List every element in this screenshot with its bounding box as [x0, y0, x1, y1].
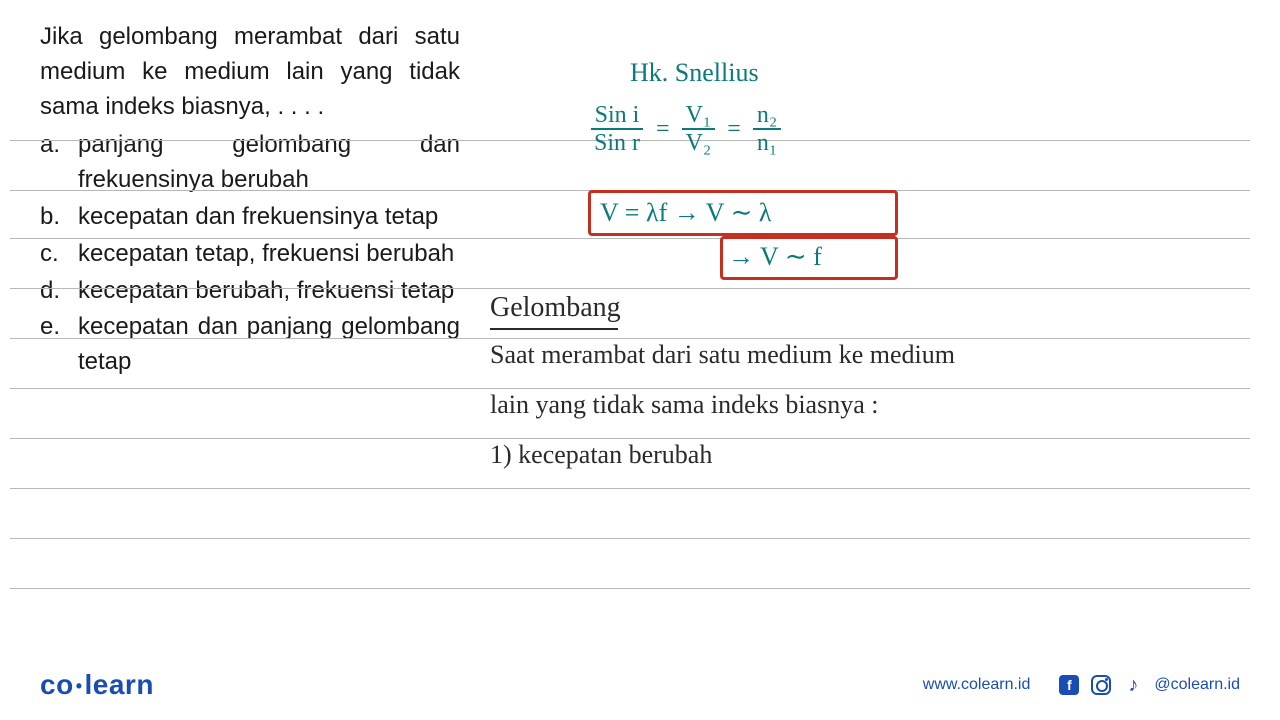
fraction-v: V₁ V₂	[682, 102, 716, 157]
option-text: kecepatan tetap, frekuensi berubah	[78, 237, 460, 272]
fraction-n: n₂ n₁	[753, 102, 781, 157]
website-url: www.colearn.id	[923, 676, 1031, 694]
option-letter: a.	[40, 128, 78, 198]
option-d: d. kecepatan berubah, frekuensi tetap	[40, 274, 460, 309]
section-heading: Gelombang	[490, 292, 621, 324]
wave-formula-1: V = λf → V ∼ λ	[600, 198, 771, 228]
instagram-icon	[1090, 674, 1112, 696]
brand-logo: co•learn	[40, 669, 154, 701]
options-list: a. panjang gelombang dan frekuensinya be…	[40, 128, 460, 380]
option-text: kecepatan dan panjang gelombang tetap	[78, 310, 460, 380]
option-text: panjang gelombang dan frekuensinya berub…	[78, 128, 460, 198]
fraction-sin: Sin i Sin r	[590, 102, 644, 157]
option-letter: b.	[40, 200, 78, 235]
explanation-line-3: 1) kecepatan berubah	[490, 440, 712, 470]
explanation-line-2: lain yang tidak sama indeks biasnya :	[490, 390, 878, 420]
tiktok-icon: ♪	[1122, 674, 1144, 696]
workings-panel: Hk. Snellius Sin i Sin r = V₁ V₂ = n₂ n₁…	[480, 20, 1250, 640]
footer-bar: co•learn www.colearn.id f ♪ @colearn.id	[0, 650, 1280, 720]
option-text: kecepatan berubah, frekuensi tetap	[78, 274, 460, 309]
footer-right: www.colearn.id f ♪ @colearn.id	[923, 674, 1240, 696]
option-c: c. kecepatan tetap, frekuensi berubah	[40, 237, 460, 272]
option-b: b. kecepatan dan frekuensinya tetap	[40, 200, 460, 235]
facebook-icon: f	[1058, 674, 1080, 696]
social-handle: @colearn.id	[1154, 676, 1240, 694]
section-underline	[490, 328, 618, 330]
option-letter: d.	[40, 274, 78, 309]
option-text: kecepatan dan frekuensinya tetap	[78, 200, 460, 235]
option-letter: c.	[40, 237, 78, 272]
option-a: a. panjang gelombang dan frekuensinya be…	[40, 128, 460, 198]
explanation-line-1: Saat merambat dari satu medium ke medium	[490, 340, 955, 370]
snellius-title: Hk. Snellius	[630, 58, 759, 88]
question-text: Jika gelombang merambat dari satu medium…	[40, 20, 460, 124]
wave-formula-2: → V ∼ f	[728, 242, 822, 272]
option-letter: e.	[40, 310, 78, 380]
option-e: e. kecepatan dan panjang gelombang tetap	[40, 310, 460, 380]
logo-dot-icon: •	[76, 676, 83, 696]
social-icons: f ♪ @colearn.id	[1058, 674, 1240, 696]
snellius-equation: Sin i Sin r = V₁ V₂ = n₂ n₁	[590, 102, 781, 157]
question-panel: Jika gelombang merambat dari satu medium…	[40, 20, 480, 640]
